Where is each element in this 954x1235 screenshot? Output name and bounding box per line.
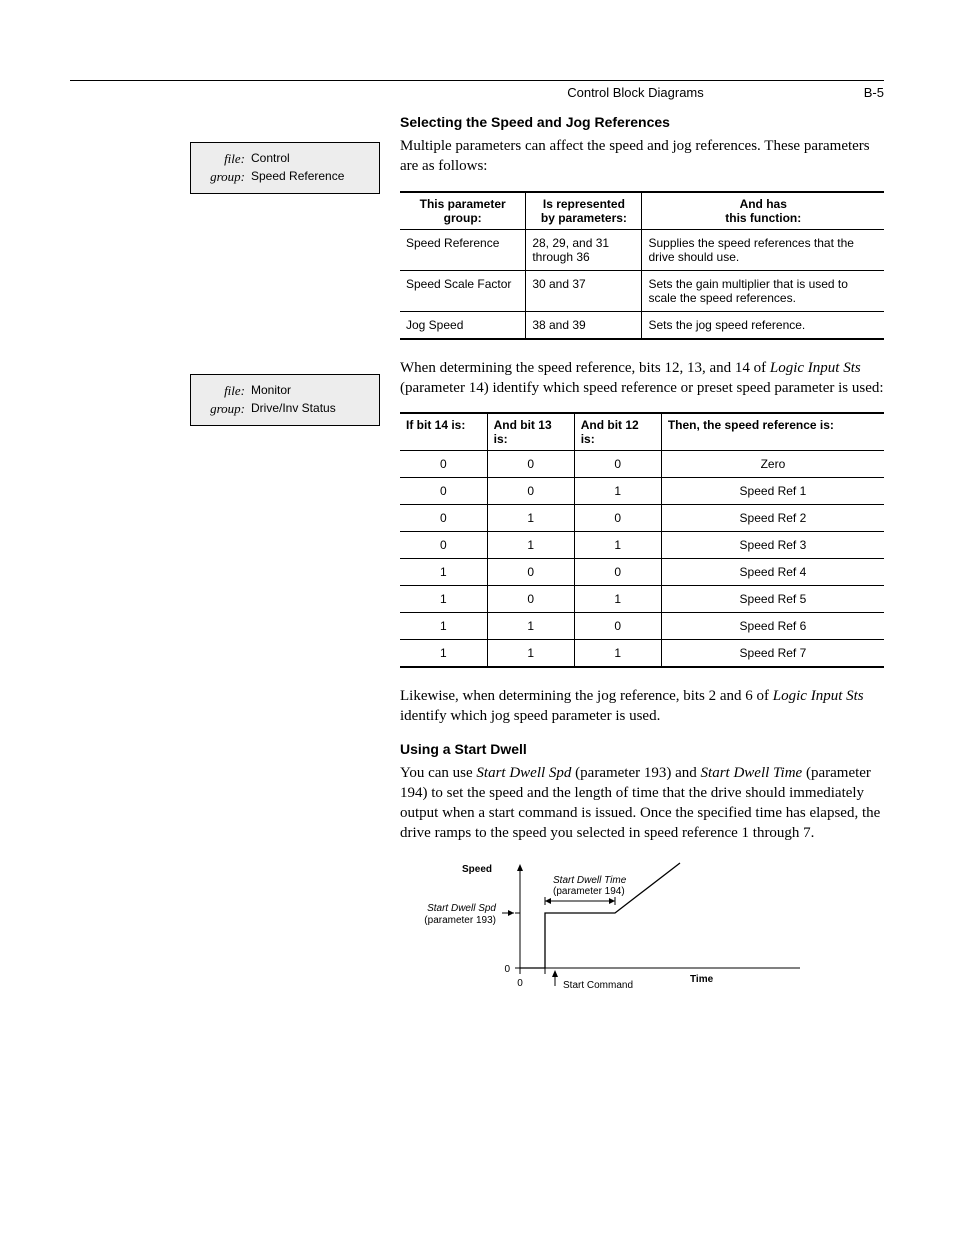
- table-row: Speed Reference28, 29, and 31 through 36…: [400, 229, 884, 270]
- section-heading-2: Using a Start Dwell: [400, 741, 884, 757]
- table-row: 111Speed Ref 7: [400, 640, 884, 668]
- intro-paragraph: Multiple parameters can affect the speed…: [400, 136, 884, 177]
- th-bit14: If bit 14 is:: [400, 413, 487, 451]
- table-row: 110Speed Ref 6: [400, 613, 884, 640]
- file-value: Monitor: [251, 383, 291, 399]
- table-row: Jog Speed38 and 39Sets the jog speed ref…: [400, 311, 884, 339]
- table-row: 100Speed Ref 4: [400, 559, 884, 586]
- bit-table: If bit 14 is: And bit 13 is: And bit 12 …: [400, 412, 884, 668]
- table-row: 000Zero: [400, 451, 884, 478]
- group-value: Drive/Inv Status: [251, 401, 336, 417]
- info-box-control: file: Control group: Speed Reference: [190, 142, 380, 194]
- header-title: Control Block Diagrams: [567, 85, 704, 100]
- th-group: This parameter group:: [400, 192, 526, 230]
- group-label: group:: [201, 401, 245, 417]
- svg-text:Speed: Speed: [462, 864, 492, 875]
- start-dwell-diagram: Speed Time 00 Start Dwell Spd(parameter 193…: [400, 858, 884, 1006]
- svg-text:0: 0: [517, 978, 523, 989]
- group-label: group:: [201, 169, 245, 185]
- section-heading-1: Selecting the Speed and Jog References: [400, 114, 884, 130]
- table-row: 101Speed Ref 5: [400, 586, 884, 613]
- paragraph-jog: Likewise, when determining the jog refer…: [400, 686, 884, 727]
- table-row: 010Speed Ref 2: [400, 505, 884, 532]
- svg-text:(parameter 193): (parameter 193): [424, 915, 496, 926]
- file-label: file:: [201, 151, 245, 167]
- th-function: And has this function:: [642, 192, 884, 230]
- dwell-chart: Speed Time 00 Start Dwell Spd(parameter 193…: [400, 858, 820, 1003]
- svg-text:Start Dwell Spd: Start Dwell Spd: [427, 903, 496, 914]
- header-rule: [70, 80, 884, 81]
- svg-text:0: 0: [504, 964, 510, 975]
- header-pageno: B-5: [864, 85, 884, 100]
- info-box-monitor: file: Monitor group: Drive/Inv Status: [190, 374, 380, 426]
- th-speedref: Then, the speed reference is:: [661, 413, 884, 451]
- table-row: Speed Scale Factor30 and 37Sets the gain…: [400, 270, 884, 311]
- svg-text:Start Command: Start Command: [563, 980, 633, 991]
- paragraph-bits: When determining the speed reference, bi…: [400, 358, 884, 399]
- svg-text:Start Dwell Time: Start Dwell Time: [553, 875, 627, 886]
- svg-text:Time: Time: [690, 974, 714, 985]
- page-header: Control Block Diagrams B-5: [70, 85, 884, 100]
- parameter-group-table: This parameter group: Is represented by …: [400, 191, 884, 340]
- table-row: 001Speed Ref 1: [400, 478, 884, 505]
- th-bit13: And bit 13 is:: [487, 413, 574, 451]
- table-row: 011Speed Ref 3: [400, 532, 884, 559]
- file-label: file:: [201, 383, 245, 399]
- th-bit12: And bit 12 is:: [574, 413, 661, 451]
- file-value: Control: [251, 151, 290, 167]
- th-params: Is represented by parameters:: [526, 192, 642, 230]
- paragraph-dwell: You can use Start Dwell Spd (parameter 1…: [400, 763, 884, 844]
- svg-text:(parameter 194): (parameter 194): [553, 886, 625, 897]
- group-value: Speed Reference: [251, 169, 344, 185]
